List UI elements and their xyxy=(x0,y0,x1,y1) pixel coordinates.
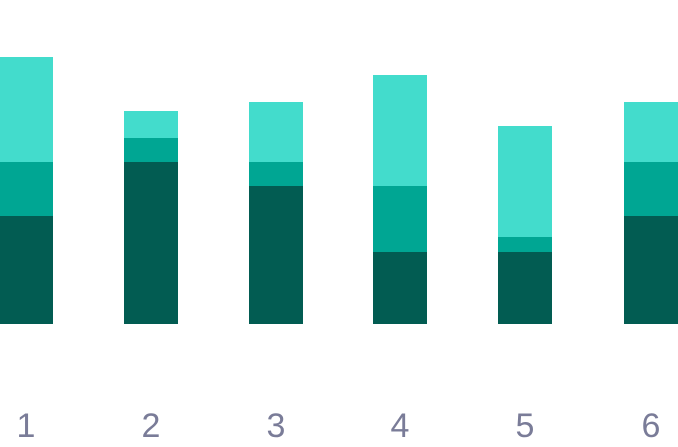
x-tick-label: 2 xyxy=(142,407,161,445)
bar-segment-4-layer-3 xyxy=(373,75,427,186)
bar-segment-3-layer-3 xyxy=(249,102,303,162)
bar-segment-5-layer-1 xyxy=(498,252,552,324)
x-tick-label: 1 xyxy=(17,407,36,445)
bar-segment-5-layer-2 xyxy=(498,237,552,252)
bar-segment-2-layer-3 xyxy=(124,111,178,138)
bar-segment-2-layer-1 xyxy=(124,162,178,324)
bar-segment-6-layer-1 xyxy=(624,216,678,324)
bar-segment-4-layer-2 xyxy=(373,186,427,252)
bar-segment-1-layer-1 xyxy=(0,216,53,324)
bar-segment-2-layer-2 xyxy=(124,138,178,162)
bar-segment-1-layer-2 xyxy=(0,162,53,216)
bar-segment-6-layer-3 xyxy=(624,102,678,162)
bar-segment-4-layer-1 xyxy=(373,252,427,324)
bars-layer xyxy=(0,57,678,324)
x-tick-label: 4 xyxy=(391,407,410,445)
bar-segment-5-layer-3 xyxy=(498,126,552,237)
x-tick-label: 5 xyxy=(516,407,535,445)
bar-segment-6-layer-2 xyxy=(624,162,678,216)
x-tick-label: 6 xyxy=(642,407,661,445)
bar-segment-1-layer-3 xyxy=(0,57,53,162)
bar-segment-3-layer-2 xyxy=(249,162,303,186)
x-tick-label: 3 xyxy=(267,407,286,445)
x-axis-tick-labels: 1 2 3 4 5 6 xyxy=(17,407,661,445)
bar-segment-3-layer-1 xyxy=(249,186,303,324)
